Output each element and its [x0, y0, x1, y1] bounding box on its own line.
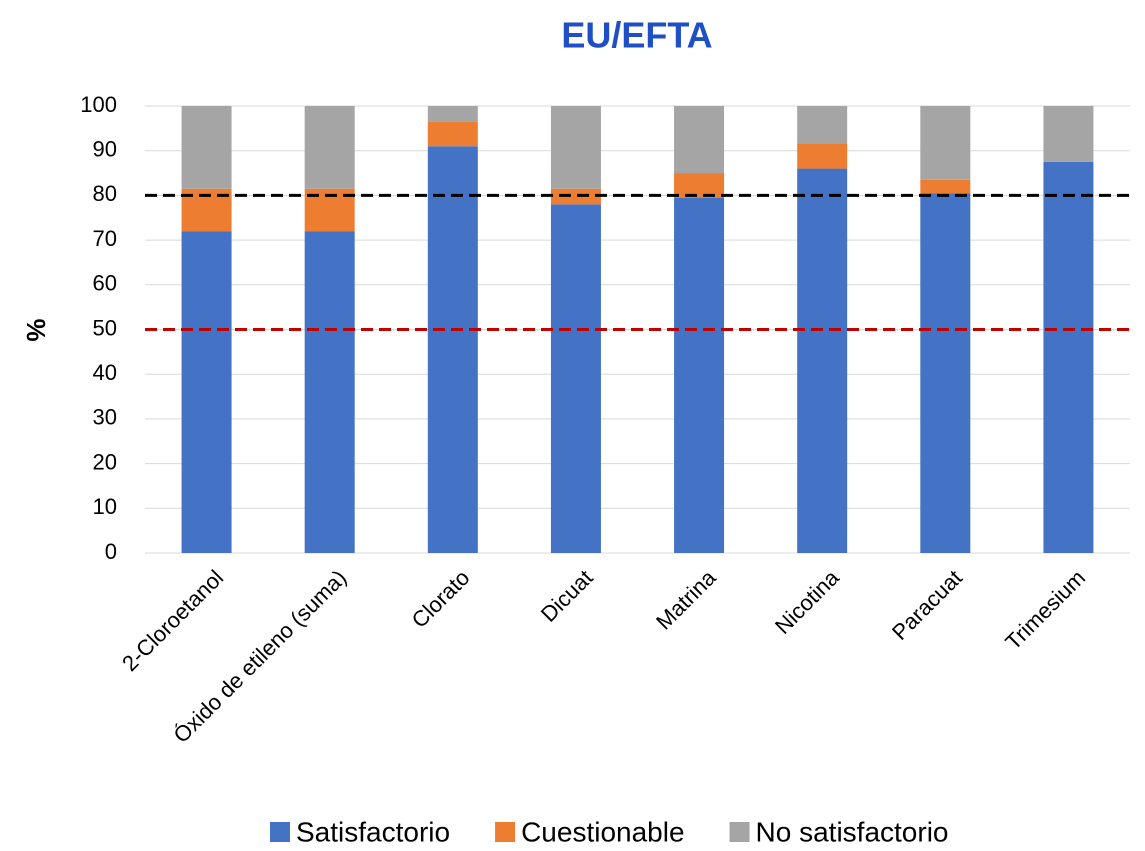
bar-segment [304, 231, 355, 553]
bar-segment [550, 188, 601, 205]
y-tick-label: 10 [93, 494, 117, 519]
x-tick-label: 2-Cloroetanol [117, 565, 228, 676]
x-tick-label: Paracuat [887, 565, 967, 645]
bar-segment [427, 121, 478, 147]
bar-segment [674, 197, 725, 553]
bar-segment [920, 193, 971, 554]
bar-segment [181, 106, 232, 189]
y-tick-label: 30 [93, 405, 117, 430]
bar-segment [674, 106, 725, 174]
y-tick-label: 20 [93, 449, 117, 474]
legend-label: No satisfactorio [756, 816, 949, 847]
y-tick-label: 90 [93, 137, 117, 162]
bar-segment [920, 106, 971, 180]
legend-label: Satisfactorio [296, 816, 450, 847]
bar-segment [797, 168, 848, 553]
y-tick-label: 60 [93, 271, 117, 296]
bar-segment [550, 106, 601, 189]
x-tick-label: Clorato [407, 565, 475, 633]
y-axis-label: % [21, 318, 51, 341]
bar-segment [674, 173, 725, 198]
x-tick-label: Nicotina [770, 564, 844, 638]
bar-segment [304, 106, 355, 189]
y-tick-label: 70 [93, 226, 117, 251]
bar-segment [920, 179, 971, 194]
y-tick-label: 50 [93, 315, 117, 340]
x-tick-label: Dicuat [536, 565, 598, 627]
bar-segment [797, 106, 848, 144]
bar-segment [550, 204, 601, 553]
legend-swatch [729, 822, 750, 842]
y-tick-label: 0 [105, 539, 117, 564]
bar-segment [1043, 106, 1094, 162]
y-tick-label: 80 [93, 181, 117, 206]
legend-label: Cuestionable [521, 816, 684, 847]
bar-segment [181, 231, 232, 553]
legend-swatch [495, 822, 516, 842]
x-tick-label: Matrina [651, 564, 721, 634]
chart-title: EU/EFTA [561, 15, 712, 56]
bar-segment [427, 146, 478, 554]
y-tick-label: 40 [93, 360, 117, 385]
bar-segment [427, 106, 478, 122]
bar-segment [1043, 161, 1094, 553]
x-tick-label: Trimesium [1000, 565, 1090, 655]
bar-segment [797, 143, 848, 169]
y-tick-label: 100 [80, 92, 117, 117]
legend-swatch [270, 822, 290, 842]
